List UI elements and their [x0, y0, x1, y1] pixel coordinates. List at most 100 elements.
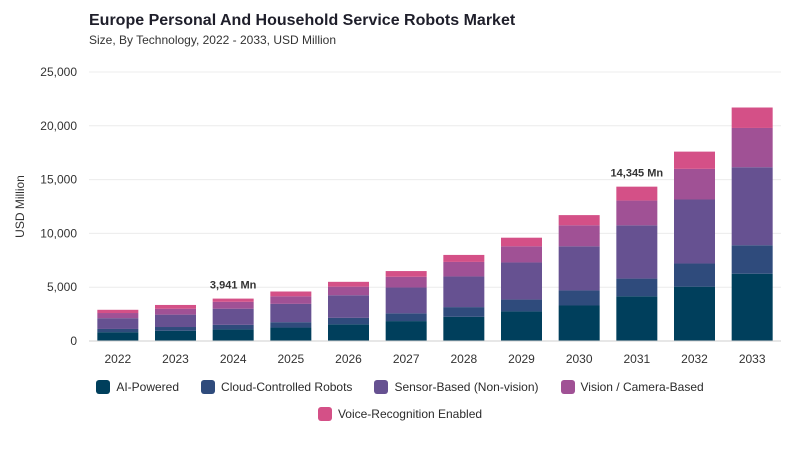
bar-segment: [616, 296, 658, 341]
bar-segment: [328, 281, 369, 287]
legend-item: AI-Powered: [96, 380, 179, 394]
legend-swatch: [201, 380, 216, 394]
y-tick-label: 15,000: [40, 173, 77, 187]
chart-header: Europe Personal And Household Service Ro…: [89, 12, 515, 47]
y-tick-label: 25,000: [40, 65, 77, 79]
bar-segment: [616, 200, 658, 226]
legend-item: Sensor-Based (Non-vision): [374, 380, 539, 394]
bar-segment: [270, 291, 312, 297]
legend-swatch: [317, 407, 332, 421]
bar-segment: [443, 254, 485, 262]
bar-segment: [558, 290, 600, 306]
data-label: 14,345 Mn: [611, 168, 664, 180]
legend-item: Vision / Camera-Based: [560, 380, 704, 394]
bar-segment: [155, 304, 196, 309]
bar-segment: [212, 308, 254, 325]
bar-segment: [616, 225, 658, 279]
legend-item: Voice-Recognition Enabled: [317, 407, 483, 421]
bar-segment: [731, 273, 773, 341]
y-tick-label: 20,000: [40, 119, 77, 133]
legend-row: Voice-Recognition Enabled: [0, 407, 800, 421]
bar-segment: [731, 127, 773, 168]
bar-segment: [501, 299, 542, 312]
bar-segment: [328, 324, 369, 341]
bar-segment: [270, 322, 312, 328]
bar-segment: [443, 276, 485, 308]
legend-swatch: [560, 380, 575, 394]
legend-label: Vision / Camera-Based: [580, 380, 704, 394]
bar-segment: [443, 316, 485, 341]
bar-segment: [443, 261, 485, 277]
y-axis-label: USD Million: [13, 175, 27, 238]
bar-segment: [558, 305, 600, 341]
bar-segment: [155, 327, 196, 331]
legend-row: AI-Powered Cloud-Controlled Robots Sensor-…: [0, 380, 800, 394]
bar-segment: [328, 317, 369, 325]
bar-segment: [674, 199, 715, 264]
bar-segment: [731, 167, 773, 246]
bar-segment: [155, 330, 196, 341]
bar-segment: [97, 328, 139, 333]
bar-segment: [212, 298, 254, 302]
chart-legend: AI-Powered Cloud-Controlled Robots Sensor-…: [0, 380, 800, 434]
bar-segment: [558, 215, 600, 226]
bar-segment: [385, 313, 427, 322]
bar-segment: [328, 286, 369, 296]
bar-segment: [443, 307, 485, 317]
x-tick-label: 2032: [681, 352, 708, 366]
bar-segment: [212, 324, 254, 330]
y-tick-label: 10,000: [40, 226, 77, 240]
bar-segment: [674, 151, 715, 169]
bar-segment: [328, 295, 369, 318]
legend-label: Cloud-Controlled Robots: [221, 380, 353, 394]
bar-segment: [97, 309, 139, 314]
y-tick-label: 0: [70, 334, 77, 348]
bar-segment: [501, 262, 542, 300]
bar-segment: [674, 263, 715, 287]
bar-segment: [385, 271, 427, 277]
x-tick-label: 2033: [739, 352, 766, 366]
x-tick-label: 2026: [335, 352, 362, 366]
bar-segment: [97, 318, 139, 329]
bar-segment: [616, 186, 658, 201]
chart-subtitle: Size, By Technology, 2022 - 2033, USD Mi…: [89, 33, 337, 47]
bar-segment: [558, 225, 600, 247]
x-tick-label: 2029: [508, 352, 535, 366]
legend-label: Voice-Recognition Enabled: [337, 407, 483, 421]
bar-segment: [558, 246, 600, 291]
bar-segment: [616, 278, 658, 297]
x-tick-label: 2028: [450, 352, 477, 366]
bar-segment: [385, 321, 427, 341]
bar-segment: [97, 313, 139, 319]
bar-segment: [501, 237, 542, 247]
x-tick-label: 2023: [162, 352, 189, 366]
bar-segment: [731, 245, 773, 274]
bar-segment: [674, 168, 715, 200]
bar-segment: [270, 296, 312, 304]
bar-segment: [674, 286, 715, 341]
bar-segment: [155, 314, 196, 328]
bar-segment: [385, 287, 427, 314]
bar-segment: [270, 327, 312, 341]
legend-item: Cloud-Controlled Robots: [201, 380, 352, 394]
bar-segment: [385, 276, 427, 288]
bar-segment: [270, 303, 312, 323]
chart-title: Europe Personal And Household Service Ro…: [89, 12, 516, 29]
x-tick-label: 2024: [220, 352, 247, 366]
legend-label: Sensor-Based (Non-vision): [394, 380, 539, 394]
bar-segment: [501, 311, 542, 341]
y-tick-label: 5,000: [47, 280, 77, 294]
bar-segment: [731, 107, 773, 128]
bar-segment: [155, 308, 196, 315]
legend-swatch: [96, 380, 111, 394]
bar-segment: [212, 329, 254, 341]
bar-segment: [501, 246, 542, 263]
bar-segment: [212, 301, 254, 309]
x-tick-label: 2025: [277, 352, 304, 366]
x-tick-label: 2022: [104, 352, 131, 366]
x-tick-label: 2030: [566, 352, 593, 366]
bar-segment: [97, 332, 139, 341]
data-label: 3,941 Mn: [210, 280, 257, 292]
legend-swatch: [374, 380, 389, 394]
